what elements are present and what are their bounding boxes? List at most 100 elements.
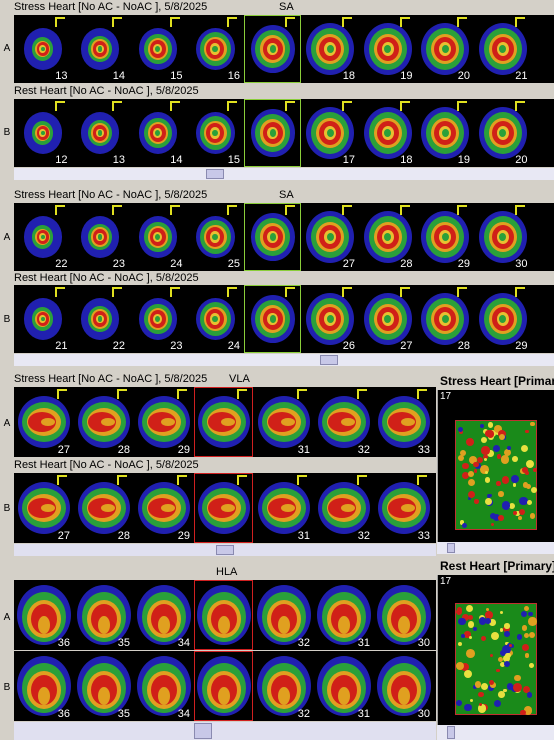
slice-tile[interactable]: 33 bbox=[374, 387, 433, 457]
slice-tile[interactable]: 28 bbox=[74, 473, 133, 543]
slice-tile[interactable]: 31 bbox=[314, 580, 373, 650]
slice-tile[interactable]: 32 bbox=[314, 387, 373, 457]
image-strip-stress[interactable]: 27 28 29 31 32 33 bbox=[14, 387, 436, 457]
slice-tile[interactable]: 31 bbox=[314, 651, 373, 721]
slice-tile[interactable]: 12 bbox=[14, 99, 71, 167]
selected-slice-tile[interactable] bbox=[194, 473, 253, 543]
selected-slice-tile[interactable] bbox=[194, 387, 253, 457]
slice-tile[interactable]: 26 bbox=[301, 285, 358, 353]
image-strip-stress[interactable]: 36 35 34 32 31 30 bbox=[14, 580, 436, 650]
slice-tile[interactable]: 33 bbox=[374, 473, 433, 543]
horizontal-scrollbar[interactable] bbox=[14, 354, 554, 366]
uptake-region bbox=[441, 129, 449, 137]
slice-tile[interactable]: 24 bbox=[186, 285, 243, 353]
slice-tile[interactable]: 35 bbox=[74, 651, 133, 721]
slice-tile[interactable]: 34 bbox=[134, 580, 193, 650]
slice-tile[interactable]: 29 bbox=[474, 285, 531, 353]
slice-tile[interactable]: 19 bbox=[416, 99, 473, 167]
horizontal-scrollbar[interactable] bbox=[14, 544, 436, 556]
slice-tile[interactable]: 18 bbox=[359, 99, 416, 167]
selected-slice-tile[interactable] bbox=[244, 203, 301, 271]
slice-tile[interactable]: 23 bbox=[71, 203, 128, 271]
slice-tile[interactable]: 27 bbox=[14, 387, 73, 457]
slice-tile[interactable]: 14 bbox=[71, 15, 128, 83]
planar-speckle bbox=[478, 702, 482, 707]
scrollbar-thumb[interactable] bbox=[216, 545, 234, 555]
slice-tile[interactable]: 13 bbox=[14, 15, 71, 83]
selected-slice-tile[interactable] bbox=[194, 580, 253, 650]
planar-image[interactable]: 17 bbox=[437, 390, 554, 542]
selected-slice-tile[interactable] bbox=[244, 99, 301, 167]
slice-tile[interactable]: 16 bbox=[186, 15, 243, 83]
scrollbar-thumb[interactable] bbox=[447, 726, 455, 739]
scrollbar-thumb[interactable] bbox=[447, 543, 455, 553]
planar-speckle bbox=[469, 456, 478, 465]
slice-tile[interactable]: 27 bbox=[14, 473, 73, 543]
slice-tile[interactable]: 13 bbox=[71, 99, 128, 167]
slice-tile[interactable]: 15 bbox=[186, 99, 243, 167]
planar-speckle bbox=[467, 471, 474, 478]
selected-slice-tile[interactable] bbox=[244, 15, 301, 83]
slice-tile[interactable]: 15 bbox=[129, 15, 186, 83]
slice-tile[interactable]: 25 bbox=[186, 203, 243, 271]
uptake-region bbox=[101, 504, 115, 512]
selected-slice-tile[interactable] bbox=[194, 651, 253, 721]
slice-tile[interactable]: 29 bbox=[134, 387, 193, 457]
scrollbar-thumb[interactable] bbox=[206, 169, 224, 179]
slice-tile[interactable]: 14 bbox=[129, 99, 186, 167]
planar-speckle bbox=[513, 682, 523, 692]
image-strip-rest[interactable]: 21 22 23 24 26 27 28 29 bbox=[14, 285, 554, 353]
scrollbar-thumb[interactable] bbox=[320, 355, 338, 365]
slice-tile[interactable]: 32 bbox=[254, 651, 313, 721]
planar-image[interactable]: 17 bbox=[437, 575, 554, 725]
planar-speckle bbox=[502, 644, 512, 654]
slice-tile[interactable]: 31 bbox=[254, 387, 313, 457]
slice-tile[interactable]: 30 bbox=[474, 203, 531, 271]
slice-number: 30 bbox=[417, 708, 430, 720]
panel-scrollbar[interactable] bbox=[437, 542, 554, 554]
slice-tile[interactable]: 24 bbox=[129, 203, 186, 271]
image-strip-stress[interactable]: 22 23 24 25 27 28 29 30 bbox=[14, 203, 554, 271]
selected-slice-tile[interactable] bbox=[244, 285, 301, 353]
slice-tile[interactable]: 30 bbox=[374, 651, 433, 721]
slice-tile[interactable]: 28 bbox=[74, 387, 133, 457]
slice-tile[interactable]: 29 bbox=[134, 473, 193, 543]
slice-tile[interactable]: 32 bbox=[254, 580, 313, 650]
image-strip-rest[interactable]: 12 13 14 15 17 18 19 20 bbox=[14, 99, 554, 167]
slice-tile[interactable]: 36 bbox=[14, 651, 73, 721]
slice-tile[interactable]: 22 bbox=[71, 285, 128, 353]
slice-tile[interactable]: 21 bbox=[14, 285, 71, 353]
slice-tile[interactable]: 20 bbox=[416, 15, 473, 83]
slice-tile[interactable]: 30 bbox=[374, 580, 433, 650]
slice-tile[interactable]: 28 bbox=[359, 203, 416, 271]
slice-tile[interactable]: 17 bbox=[301, 99, 358, 167]
slice-tile[interactable]: 22 bbox=[14, 203, 71, 271]
slice-tile[interactable]: 19 bbox=[359, 15, 416, 83]
horizontal-scrollbar[interactable] bbox=[14, 722, 436, 740]
image-strip-rest[interactable]: 36 35 34 32 31 30 bbox=[14, 651, 436, 721]
slice-tile[interactable]: 34 bbox=[134, 651, 193, 721]
slice-tile[interactable]: 23 bbox=[129, 285, 186, 353]
roi-box[interactable] bbox=[455, 603, 537, 715]
planar-background bbox=[456, 604, 536, 714]
slice-tile[interactable]: 36 bbox=[14, 580, 73, 650]
slice-tile[interactable]: 31 bbox=[254, 473, 313, 543]
scrollbar-thumb[interactable] bbox=[194, 723, 212, 739]
panel-scrollbar[interactable] bbox=[437, 725, 554, 740]
slice-tile[interactable]: 28 bbox=[416, 285, 473, 353]
uptake-region bbox=[269, 45, 276, 53]
slice-tile[interactable]: 29 bbox=[416, 203, 473, 271]
slice-tile[interactable]: 27 bbox=[359, 285, 416, 353]
planar-speckle bbox=[467, 620, 475, 628]
slice-tile[interactable]: 20 bbox=[474, 99, 531, 167]
slice-tile[interactable]: 21 bbox=[474, 15, 531, 83]
slice-tile[interactable]: 27 bbox=[301, 203, 358, 271]
slice-tile[interactable]: 35 bbox=[74, 580, 133, 650]
image-strip-stress[interactable]: 13 14 15 16 18 19 20 21 bbox=[14, 15, 554, 83]
image-strip-rest[interactable]: 27 28 29 31 32 33 bbox=[14, 473, 436, 543]
roi-box[interactable] bbox=[455, 420, 538, 530]
horizontal-scrollbar[interactable] bbox=[14, 168, 554, 180]
slice-tile[interactable]: 32 bbox=[314, 473, 373, 543]
slice-tile[interactable]: 18 bbox=[301, 15, 358, 83]
uptake-region bbox=[155, 316, 161, 322]
